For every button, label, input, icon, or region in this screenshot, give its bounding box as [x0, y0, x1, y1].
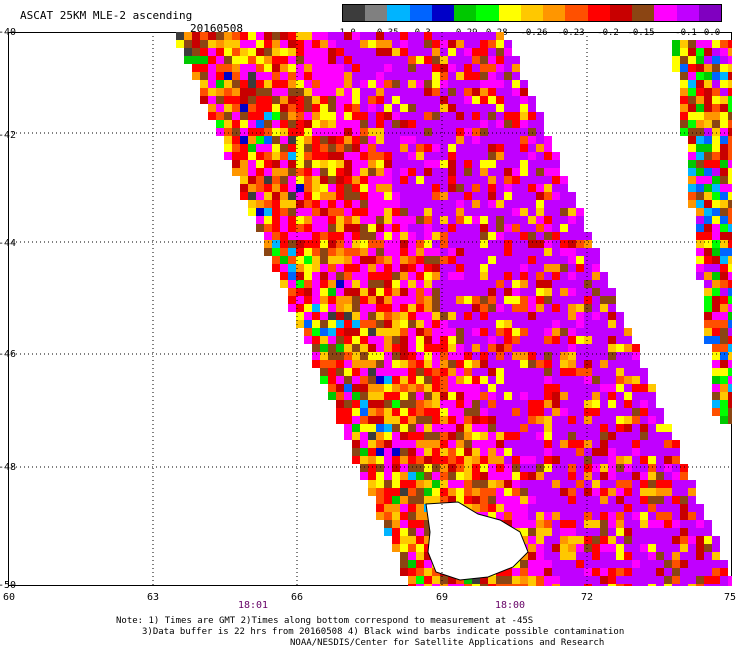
lon-label-69: 69 [435, 592, 449, 603]
colorbar-label: -0.26 [520, 28, 548, 38]
time-label-1: 18:01 [237, 600, 269, 611]
colorbar-segment [632, 5, 655, 21]
lat-label-48: -48 [0, 462, 17, 473]
colorbar-segment [365, 5, 388, 21]
lat-label-50: -50 [0, 580, 17, 591]
colorbar-segment [676, 5, 699, 21]
lon-label-75: 75 [723, 592, 737, 603]
map-date: 20160508 [190, 22, 243, 35]
colorbar-segment [498, 5, 521, 21]
colorbar-segment [409, 5, 432, 21]
colorbar-segment [698, 5, 721, 21]
swath-cells [176, 32, 732, 586]
colorbar-segment [454, 5, 477, 21]
colorbar-segment [431, 5, 455, 21]
colorbar-segment [387, 5, 410, 21]
colorbar-segment [476, 5, 499, 21]
time-label-2: 18:00 [494, 600, 526, 611]
colorbar-label: -0.2 [597, 28, 619, 38]
lon-label-72: 72 [580, 592, 594, 603]
colorbar-segment [654, 5, 677, 21]
footer-note-1: Note: 1) Times are GMT 2)Times along bot… [116, 616, 534, 626]
colorbar-label: -0.1 [675, 28, 697, 38]
colorbar [342, 4, 722, 22]
colorbar-segment [587, 5, 610, 21]
colorbar-segment [343, 5, 366, 21]
lon-label-66: 66 [290, 592, 304, 603]
map-title: ASCAT 25KM MLE-2 ascending [20, 9, 193, 22]
colorbar-segment [565, 5, 588, 21]
footer-note-2: 3)Data buffer is 22 hrs from 20160508 4)… [142, 627, 625, 637]
lat-label-46: -46 [0, 349, 17, 360]
graticule [8, 32, 732, 586]
colorbar-label: 0.0 [703, 28, 721, 38]
colorbar-segment [543, 5, 566, 21]
lon-label-60: 60 [2, 592, 16, 603]
scatterometer-swath-map [8, 32, 732, 586]
lat-label-44: -44 [0, 238, 17, 249]
colorbar-segment [609, 5, 633, 21]
lat-label-42: -42 [0, 130, 17, 141]
colorbar-label: -0.15 [627, 28, 655, 38]
lat-label-40: -40 [0, 27, 17, 38]
lon-label-63: 63 [146, 592, 160, 603]
island-landmass [425, 501, 529, 581]
footer-note-3: NOAA/NESDIS/Center for Satellite Applica… [290, 638, 605, 648]
colorbar-segment [520, 5, 544, 21]
colorbar-label: -0.23 [557, 28, 585, 38]
